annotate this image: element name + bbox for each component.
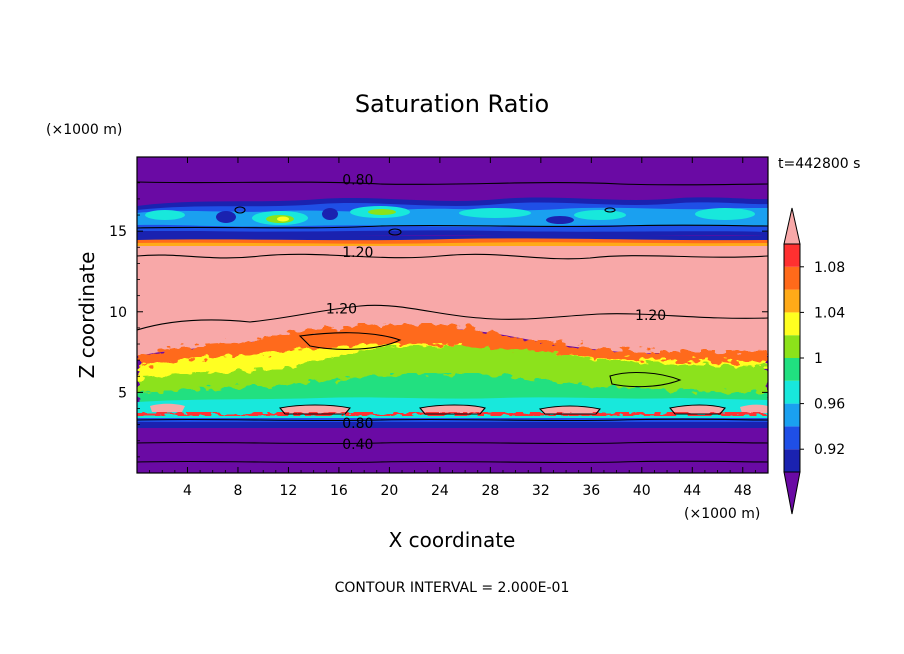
colorbar-tick-label: 1.08 [814,260,845,276]
x-tick-label: 40 [633,483,651,499]
x-tick-label: 16 [330,483,348,499]
x-unit-label: (×1000 m) [684,506,760,522]
colorbar-swatch [784,403,800,427]
contour-label: 0.80 [342,416,373,432]
x-tick-label: 8 [233,483,242,499]
y-tick-label: 5 [118,385,127,401]
x-tick-label: 4 [183,483,192,499]
colorbar-swatch [784,312,800,336]
y-tick-label: 15 [109,224,127,240]
colorbar: 0.92 0.96 1 1.04 1.08 [783,207,845,515]
colorbar-swatch [784,266,800,290]
contour-label: 0.40 [342,437,373,453]
x-axis-ticks: 4 8 12 16 20 24 28 32 36 40 44 48 [149,157,756,499]
chart-title: Saturation Ratio [355,90,549,118]
contour-label: 1.20 [326,302,357,318]
colorbar-swatch [784,358,800,381]
contour-label: 1.20 [635,308,666,324]
contour-interval-label: CONTOUR INTERVAL = 2.000E-01 [335,580,570,596]
x-tick-label: 48 [734,483,752,499]
y-axis-ticks: 5 10 15 [109,182,768,458]
y-tick-label: 10 [109,305,127,321]
colorbar-swatch [784,289,800,313]
x-tick-label: 12 [280,483,298,499]
x-tick-label: 44 [683,483,701,499]
x-tick-label: 20 [380,483,398,499]
colorbar-top-arrow [783,207,801,245]
colorbar-tick-label: 1.04 [814,305,845,321]
colorbar-swatch [784,335,800,358]
x-axis-title: X coordinate [389,528,516,552]
y-unit-label: (×1000 m) [46,122,122,138]
x-tick-label: 32 [532,483,550,499]
contour-label: 1.20 [342,245,373,261]
contour-label: 0.80 [342,173,373,189]
colorbar-swatch [784,426,800,450]
time-label: t=442800 s [778,156,860,172]
colorbar-bottom-arrow [783,471,801,515]
x-tick-label: 36 [582,483,600,499]
colorbar-swatch [784,380,800,404]
colorbar-swatch [784,244,800,267]
y-axis-title: Z coordinate [75,252,99,379]
contour-field [137,157,768,473]
colorbar-tick-label: 0.96 [814,397,845,413]
colorbar-tick-label: 1 [814,351,823,367]
colorbar-tick-label: 0.92 [814,442,845,458]
x-tick-label: 28 [481,483,499,499]
contour-labels: 0.80 1.20 1.20 1.20 0.80 0.40 [326,173,666,453]
colorbar-swatch [784,449,800,472]
x-tick-label: 24 [431,483,449,499]
